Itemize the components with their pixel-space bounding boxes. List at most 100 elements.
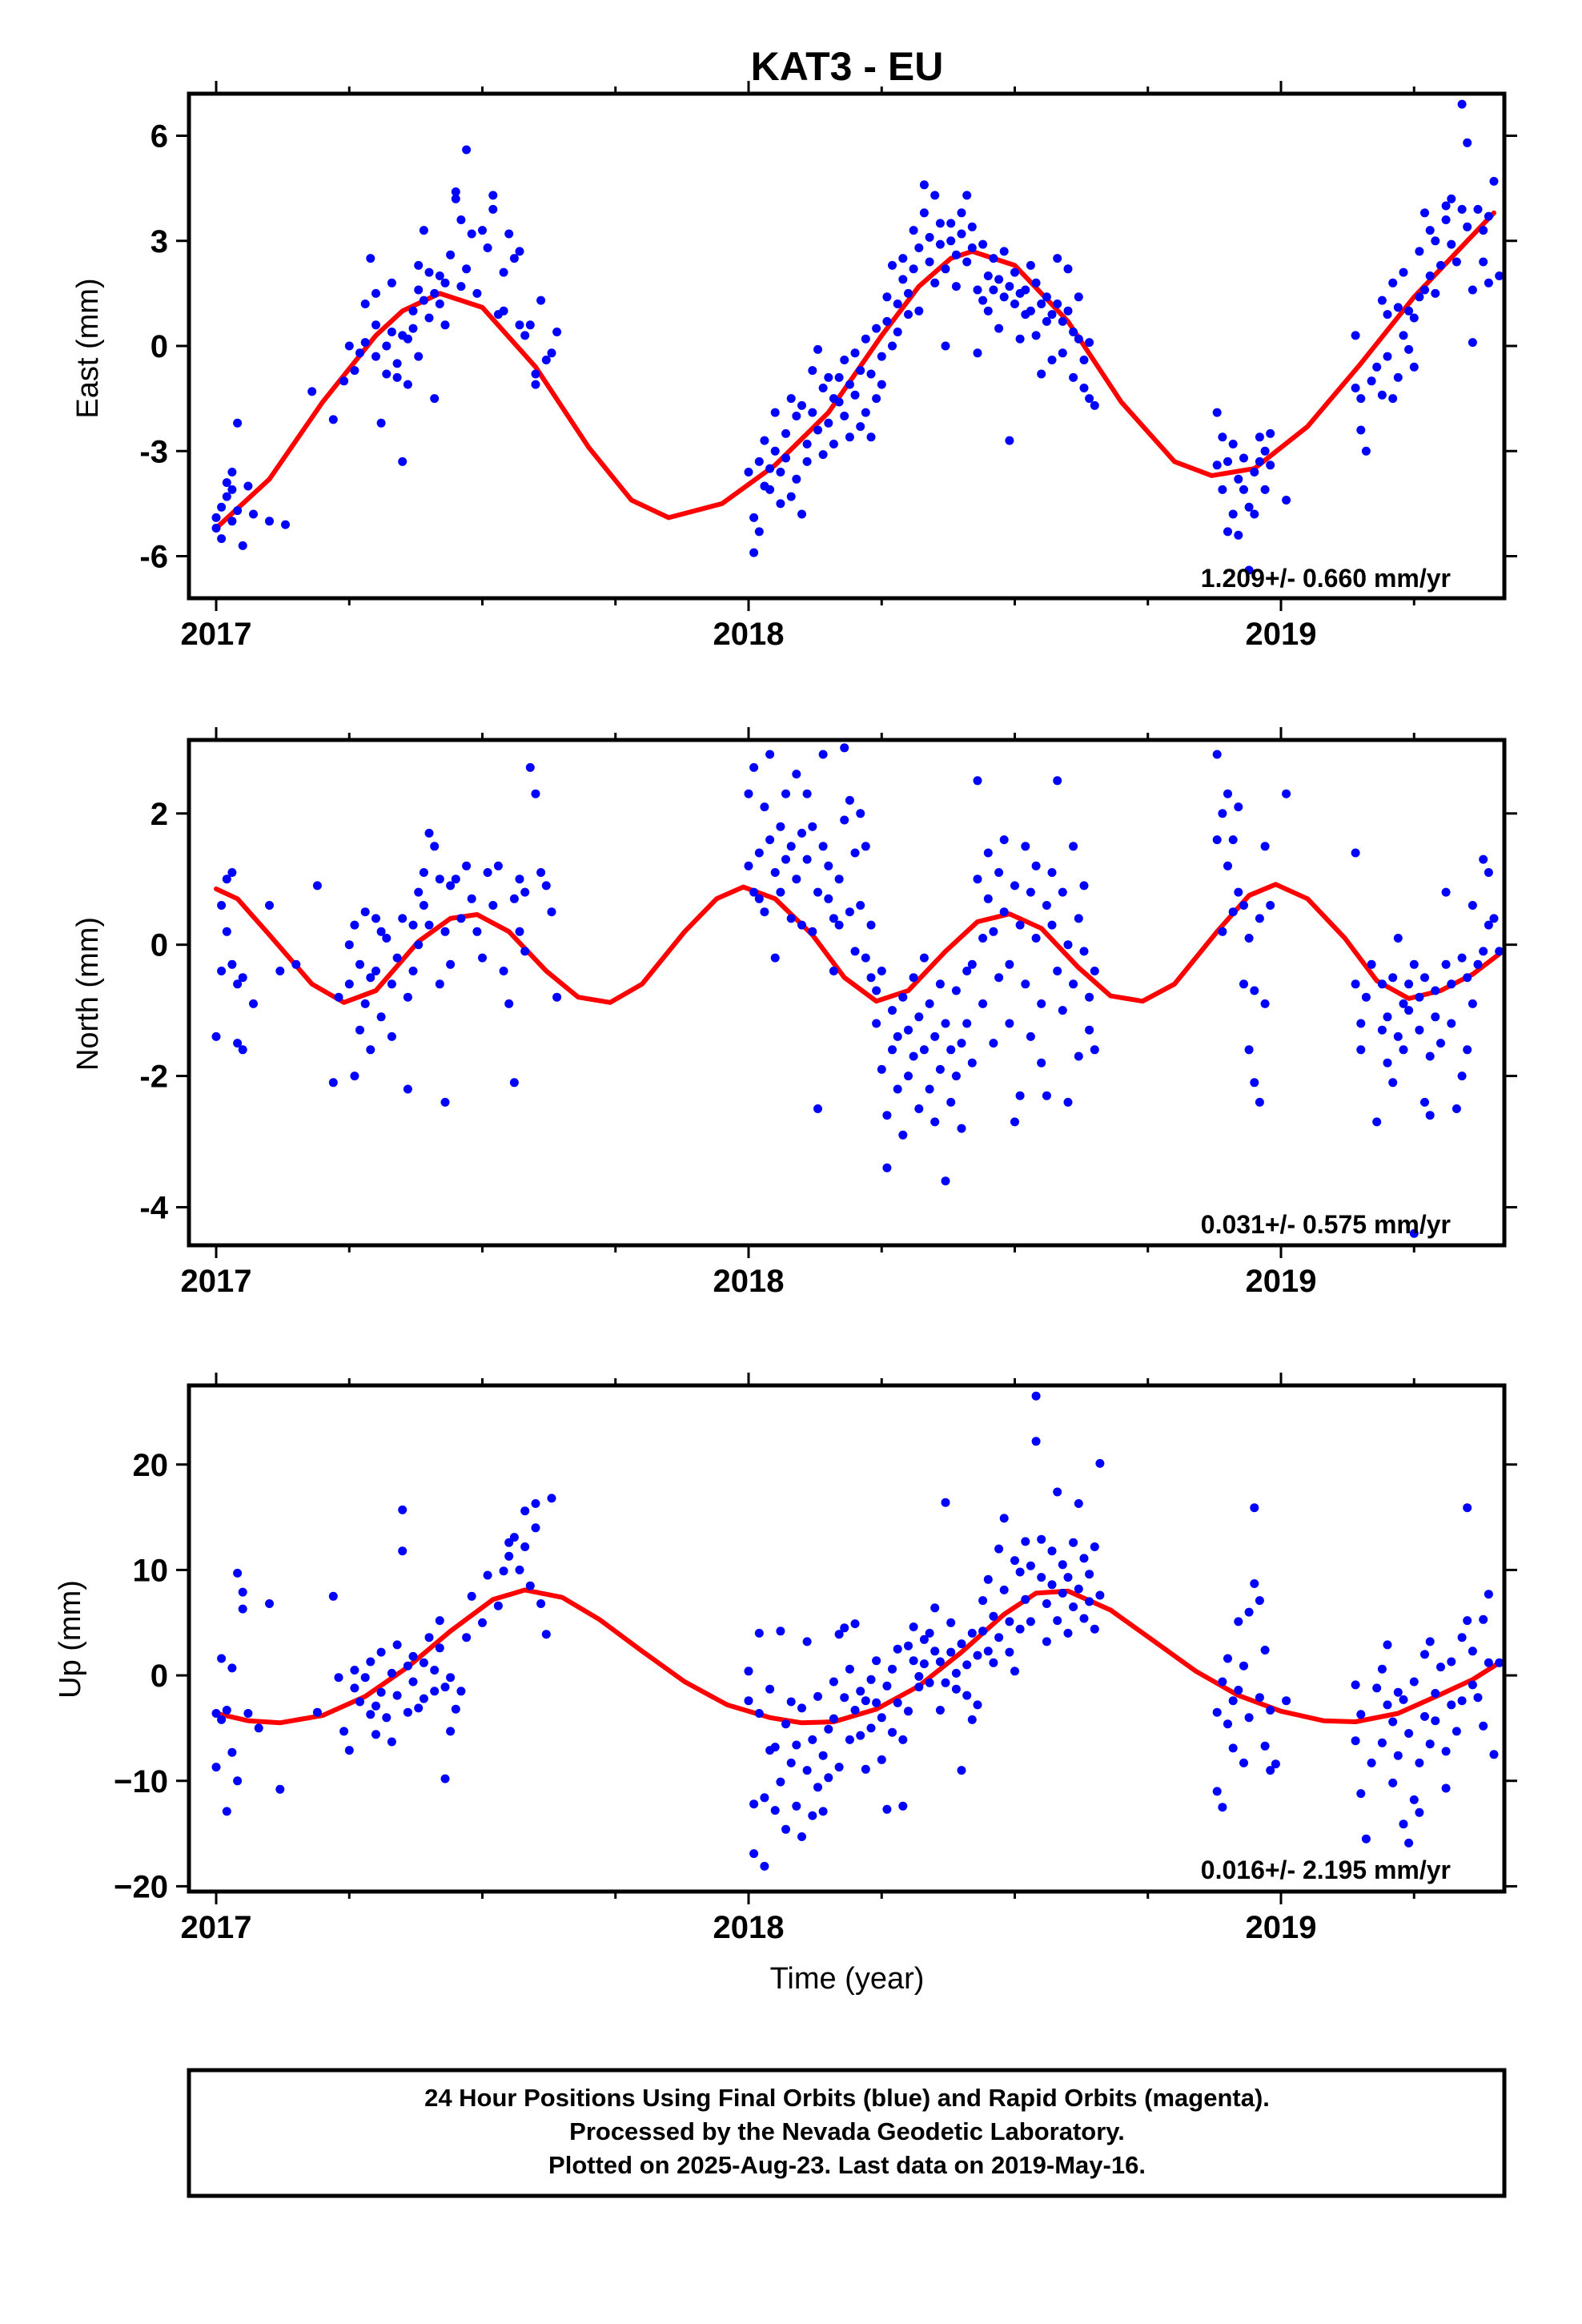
north-data-point	[898, 1130, 908, 1140]
east-data-point	[1010, 267, 1019, 277]
north-data-point	[829, 967, 838, 975]
up-data-point	[904, 1641, 913, 1651]
up-data-point	[1377, 1664, 1387, 1674]
up-data-point	[339, 1727, 349, 1736]
up-data-point	[541, 1630, 551, 1639]
east-data-point	[211, 513, 221, 522]
east-data-point	[238, 541, 247, 550]
north-data-point	[403, 992, 412, 1002]
north-panel: 2017 2018 2019 2 0 -2 -4 North (mm) 0.031+/- 0…	[71, 727, 1517, 1299]
north-data-point	[967, 959, 977, 969]
east-data-point	[515, 247, 524, 256]
east-data-point	[1074, 292, 1083, 302]
north-data-point	[1441, 887, 1451, 897]
north-data-point	[1266, 901, 1275, 910]
north-data-point	[552, 992, 562, 1002]
east-y-tick-label: -3	[139, 434, 168, 469]
north-data-point	[845, 907, 854, 917]
east-data-point	[856, 422, 865, 432]
up-data-point	[999, 1585, 1009, 1594]
east-data-point	[1063, 264, 1073, 274]
north-data-point	[1484, 868, 1493, 877]
north-data-point	[419, 901, 428, 910]
up-data-point	[1074, 1499, 1083, 1508]
north-data-point	[1063, 1097, 1073, 1107]
east-data-point	[829, 440, 838, 448]
up-data-point	[861, 1764, 870, 1774]
north-data-point	[786, 914, 796, 923]
east-data-point	[925, 257, 934, 267]
east-data-point	[877, 352, 886, 361]
east-data-point	[456, 282, 466, 292]
up-data-point	[227, 1663, 237, 1673]
up-data-point	[978, 1626, 988, 1636]
up-data-point	[483, 1570, 492, 1580]
east-data-point	[962, 257, 972, 267]
east-data-point	[414, 352, 424, 361]
east-data-point	[371, 352, 380, 361]
east-data-point	[1404, 344, 1414, 354]
north-data-point	[813, 1104, 822, 1113]
up-data-point	[1463, 1616, 1472, 1626]
east-data-point	[1441, 215, 1451, 224]
up-data-point	[765, 1684, 775, 1694]
east-data-point	[376, 418, 386, 428]
up-data-point	[872, 1656, 881, 1666]
east-data-point	[1356, 425, 1366, 435]
north-data-point	[350, 920, 359, 930]
up-data-point	[978, 1596, 988, 1606]
north-data-point	[824, 861, 833, 870]
up-data-point	[233, 1776, 243, 1786]
north-data-point	[930, 1031, 940, 1041]
east-data-point	[1037, 300, 1046, 308]
east-data-point	[339, 376, 349, 386]
up-data-point	[392, 1640, 402, 1650]
up-data-point	[1047, 1580, 1057, 1590]
north-x-tick-label: 2019	[1246, 1264, 1317, 1299]
north-data-point	[355, 1025, 364, 1035]
east-data-point	[888, 260, 897, 270]
north-data-point	[904, 1072, 913, 1081]
north-data-point	[994, 973, 1004, 983]
north-data-point	[872, 1019, 881, 1028]
north-data-point	[467, 894, 476, 903]
east-data-point	[403, 334, 412, 344]
north-data-point	[744, 861, 753, 870]
up-data-point	[1042, 1599, 1051, 1608]
east-data-point	[1266, 460, 1275, 470]
up-data-point	[312, 1707, 322, 1717]
north-y-tick-label: 0	[151, 928, 168, 963]
up-data-point	[893, 1644, 902, 1654]
north-data-point	[935, 979, 945, 989]
north-data-point	[1377, 979, 1387, 989]
up-data-point	[211, 1763, 221, 1772]
north-data-point	[1367, 959, 1376, 969]
east-data-point	[1010, 300, 1019, 308]
east-data-point	[1479, 226, 1488, 235]
north-data-point	[983, 894, 993, 903]
north-data-point	[797, 828, 806, 838]
up-data-point	[456, 1687, 466, 1696]
north-data-point	[360, 907, 370, 917]
north-data-point	[1441, 959, 1451, 969]
up-data-point	[1457, 1633, 1467, 1642]
up-data-point	[509, 1533, 519, 1542]
east-data-point	[1393, 372, 1403, 382]
east-data-point	[845, 432, 854, 442]
up-data-point	[824, 1773, 833, 1783]
north-data-point	[403, 1084, 412, 1094]
east-panel: 2017 2018 2019 6 3 0 -3 -6 East (mm) 1.209+/- 0…	[71, 81, 1517, 652]
north-data-point	[877, 967, 886, 975]
east-data-point	[472, 288, 482, 298]
east-model-curve	[214, 210, 1496, 531]
north-data-point	[1069, 979, 1078, 989]
up-data-point	[1282, 1696, 1291, 1706]
up-data-point	[467, 1591, 476, 1601]
east-data-point	[1058, 348, 1067, 358]
up-data-point	[760, 1793, 769, 1803]
up-data-point	[856, 1687, 865, 1696]
up-data-point	[1452, 1727, 1461, 1736]
east-data-point	[398, 456, 408, 466]
up-data-point	[1095, 1590, 1105, 1600]
up-data-point	[1042, 1637, 1051, 1647]
